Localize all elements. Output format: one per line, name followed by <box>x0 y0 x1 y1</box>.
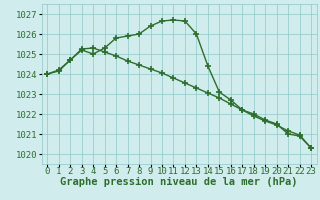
X-axis label: Graphe pression niveau de la mer (hPa): Graphe pression niveau de la mer (hPa) <box>60 177 298 187</box>
